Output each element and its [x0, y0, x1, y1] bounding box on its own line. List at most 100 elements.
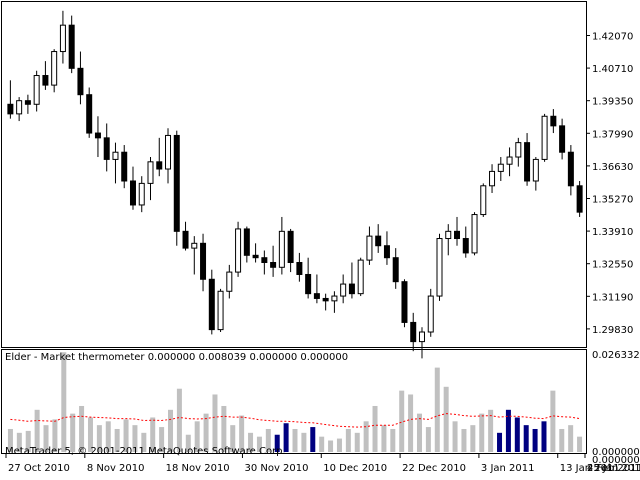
candle	[270, 245, 277, 277]
candle	[427, 288, 434, 337]
histogram-bar	[96, 425, 102, 452]
histogram-bar	[61, 352, 67, 452]
candle	[524, 133, 531, 186]
candle	[243, 226, 250, 263]
histogram-bar	[559, 428, 565, 452]
candle-body-bull	[436, 238, 443, 297]
candle	[576, 180, 583, 217]
histogram-bar	[372, 405, 378, 452]
ma-line	[10, 413, 580, 428]
histogram-bar	[150, 417, 156, 452]
date-tick-label: 3 Jan 2011	[481, 463, 535, 474]
candle-body-bear	[375, 235, 382, 247]
candle-body-bear	[42, 75, 49, 86]
histogram-bar	[577, 436, 583, 452]
candle-body-bear	[410, 321, 417, 343]
candle-body-bull	[357, 259, 364, 295]
candle	[331, 291, 338, 313]
histogram-bar	[221, 405, 227, 452]
candle	[226, 264, 233, 299]
candle-body-bear	[129, 180, 136, 206]
candle	[383, 231, 390, 265]
candle	[550, 109, 557, 134]
candle-body-bear	[296, 261, 303, 275]
histogram-bar	[336, 438, 342, 452]
candle-body-bull	[340, 283, 347, 297]
candle	[418, 327, 425, 359]
candle	[235, 221, 242, 277]
candle	[191, 236, 198, 275]
candle-body-bear	[392, 257, 399, 283]
date-axis: 27 Oct 2010 8 Nov 2010 18 Nov 2010 30 Nov 2…	[5, 454, 640, 474]
price-tick-label: 1.33910	[592, 227, 633, 238]
copyright-text: MetaTrader 5, © 2001-2011 MetaQuotes Sof…	[5, 446, 286, 457]
candle	[165, 128, 172, 184]
candle-body-bear	[567, 151, 574, 187]
candle-body-bull	[497, 163, 504, 172]
date-tick-label: 22 Dec 2010	[402, 463, 466, 474]
histogram-bar	[212, 394, 218, 452]
candle	[24, 94, 31, 114]
candle	[138, 176, 145, 213]
candle-body-bear	[173, 134, 180, 232]
candle-body-bear	[559, 125, 566, 153]
histogram-bar	[470, 425, 476, 452]
candle-body-bull	[278, 230, 285, 268]
histogram-bar	[265, 428, 271, 452]
histogram-bar	[452, 421, 458, 452]
histogram-bar	[434, 367, 440, 452]
candle-body-bear	[524, 142, 531, 182]
histogram-bar	[132, 425, 138, 452]
candle	[541, 113, 548, 162]
date-tick-label: 27 Oct 2010	[8, 463, 70, 474]
histogram-bar	[461, 428, 467, 452]
histogram-bar	[390, 428, 396, 452]
candle-body-bull	[532, 158, 539, 182]
candle-body-bear	[94, 132, 101, 139]
histogram-bar	[416, 413, 422, 452]
histogram-bar	[248, 432, 254, 452]
indicator-axis: 0.026332 0.000000 0.000000	[592, 350, 640, 466]
candle	[559, 118, 566, 160]
candle-body-bear	[383, 245, 390, 259]
histogram-bar	[34, 409, 40, 452]
candle	[208, 269, 215, 335]
candle	[94, 116, 101, 158]
candle	[489, 164, 496, 193]
histogram-bar	[408, 394, 414, 452]
candle-body-bear	[252, 254, 259, 259]
histogram-bar	[399, 390, 405, 452]
candle	[147, 157, 154, 201]
histogram-bar-blue	[541, 421, 547, 452]
histogram-bar	[568, 425, 574, 452]
candle-body-bear	[7, 103, 14, 115]
histogram-bar	[25, 430, 31, 452]
candle-body-bear	[103, 137, 110, 160]
candle	[103, 123, 110, 172]
candle-body-bear	[86, 94, 93, 134]
candle	[42, 61, 49, 90]
candle	[462, 226, 469, 258]
indicator-axis-bottom-label-1: 0.000000	[592, 447, 640, 458]
candle	[357, 257, 364, 297]
candle	[410, 312, 417, 352]
histogram-bar	[87, 417, 93, 452]
candle-body-bear	[156, 161, 163, 170]
histogram-bar	[114, 428, 120, 452]
candles-layer	[7, 10, 583, 359]
candle	[252, 243, 259, 263]
date-tick-label: 8 Nov 2010	[87, 463, 145, 474]
date-tick-label: 13 Jan 2011	[560, 463, 620, 474]
candle	[173, 130, 180, 246]
histogram-bar-blue	[274, 434, 280, 452]
candle	[112, 142, 119, 184]
candle	[278, 216, 285, 275]
price-tick-label: 1.31190	[592, 292, 633, 303]
candle-body-bull	[138, 182, 145, 206]
candle	[121, 145, 128, 189]
histogram-bar-blue	[532, 428, 538, 452]
histogram-bar	[123, 419, 129, 452]
date-tick-label: 18 Nov 2010	[166, 463, 230, 474]
date-tick-label: 25 Jan 2011	[587, 463, 640, 474]
